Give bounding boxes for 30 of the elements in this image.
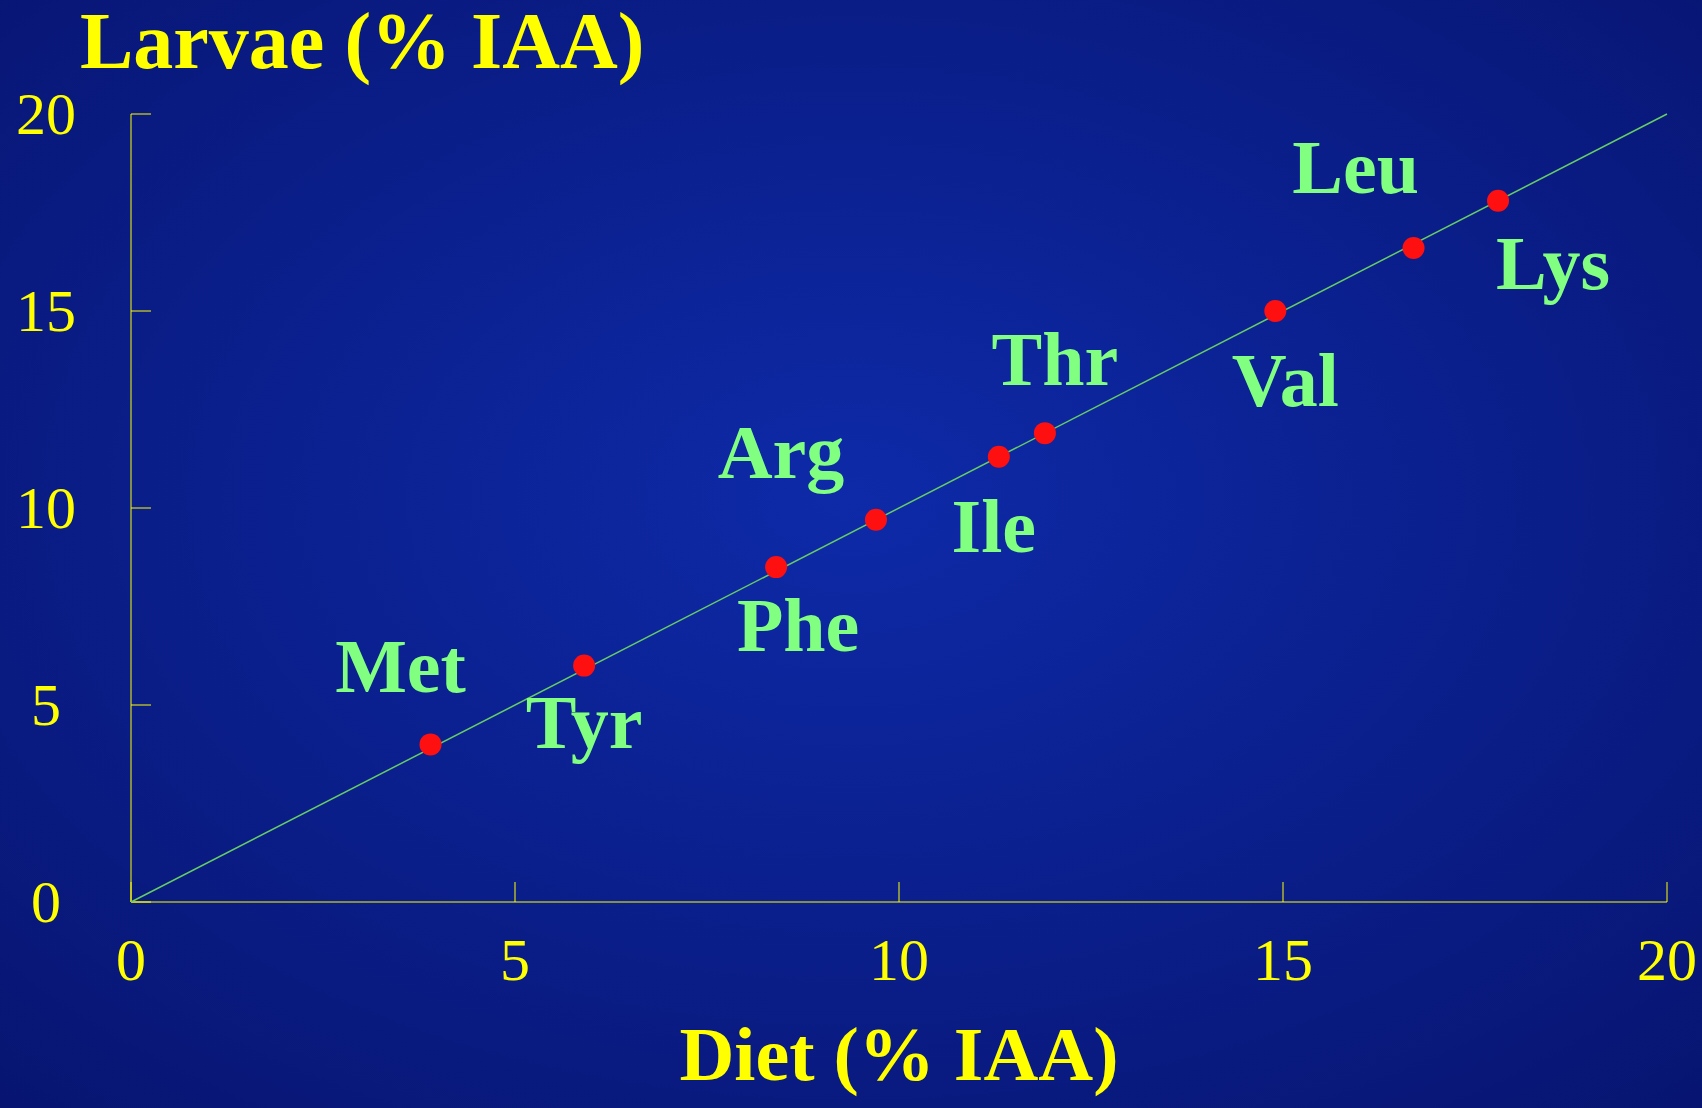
point (987, 445, 1010, 468)
annotation: Arg (717, 409, 845, 494)
annotation: Tyr (525, 679, 643, 764)
annotation: Val (1231, 338, 1339, 422)
annotation: Met (335, 624, 466, 709)
point (1033, 422, 1056, 445)
point (1487, 189, 1510, 212)
x-tick-label: 15 (1253, 927, 1313, 993)
x-tick-label: 0 (116, 927, 146, 993)
point (419, 733, 442, 756)
y-tick-label: 5 (31, 672, 61, 738)
annotation: Leu (1292, 124, 1419, 209)
y-axis-title: Larvae (% IAA) (80, 0, 645, 86)
y-tick-label: 0 (31, 869, 61, 935)
point (573, 654, 596, 677)
x-tick-label: 5 (500, 927, 530, 993)
x-axis-title: Diet (% IAA) (679, 1012, 1119, 1097)
point (1402, 236, 1425, 259)
x-tick-label: 10 (869, 927, 929, 993)
x-tick-label: 20 (1637, 927, 1697, 993)
y-tick-label: 20 (16, 81, 76, 147)
annotation: Lys (1496, 220, 1611, 305)
point (765, 556, 788, 579)
point (1264, 300, 1287, 322)
annotation: Thr (991, 317, 1119, 402)
y-tick-label: 15 (16, 278, 76, 344)
annotation: Phe (736, 583, 860, 668)
point (864, 508, 887, 531)
annotation: Ile (951, 483, 1037, 568)
y-tick-label: 10 (16, 475, 76, 541)
